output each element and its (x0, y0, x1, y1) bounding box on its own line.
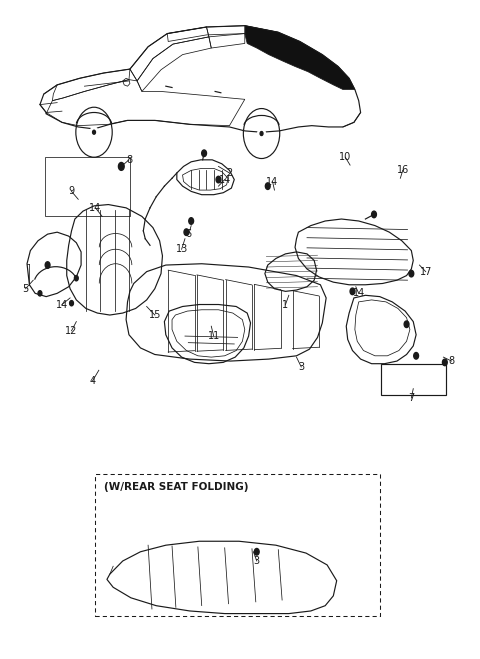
Text: 1: 1 (282, 299, 288, 310)
Text: 7: 7 (408, 393, 414, 403)
Text: 6: 6 (186, 229, 192, 239)
Circle shape (184, 229, 189, 235)
Text: 12: 12 (65, 326, 78, 336)
Bar (45, 158, 130, 216)
Circle shape (119, 163, 124, 171)
Text: 4: 4 (90, 376, 96, 386)
Circle shape (372, 211, 376, 217)
Text: (W/REAR SEAT FOLDING): (W/REAR SEAT FOLDING) (104, 482, 249, 492)
Circle shape (38, 291, 42, 296)
Text: 14: 14 (266, 177, 279, 186)
Text: 14: 14 (56, 299, 68, 310)
Circle shape (202, 150, 206, 157)
Text: 14: 14 (353, 289, 365, 299)
Circle shape (443, 359, 447, 366)
Circle shape (189, 217, 193, 224)
Text: 3: 3 (254, 556, 260, 566)
Text: 3: 3 (298, 362, 304, 372)
Text: 16: 16 (396, 165, 409, 175)
Circle shape (74, 275, 78, 281)
Text: 15: 15 (149, 310, 161, 320)
Circle shape (258, 129, 265, 139)
Circle shape (216, 176, 221, 183)
Circle shape (350, 288, 355, 295)
Text: 13: 13 (176, 244, 188, 254)
Bar (96, 474, 380, 616)
Circle shape (260, 132, 263, 136)
Text: 10: 10 (339, 152, 351, 162)
Text: 11: 11 (207, 331, 220, 341)
Circle shape (45, 262, 50, 268)
Text: 17: 17 (420, 267, 432, 277)
Circle shape (93, 130, 96, 134)
Text: 5: 5 (23, 284, 29, 294)
Circle shape (90, 127, 98, 138)
Circle shape (414, 353, 419, 359)
Text: 9: 9 (69, 186, 74, 196)
Text: 8: 8 (126, 155, 132, 165)
Circle shape (404, 321, 409, 328)
Circle shape (409, 270, 414, 277)
Circle shape (70, 301, 73, 306)
Text: 8: 8 (448, 356, 455, 366)
Text: 14: 14 (218, 175, 231, 185)
Polygon shape (245, 26, 355, 90)
Circle shape (254, 548, 259, 555)
Text: 14: 14 (89, 203, 102, 213)
Circle shape (265, 183, 270, 189)
Text: 2: 2 (227, 168, 233, 178)
Bar (381, 364, 446, 395)
